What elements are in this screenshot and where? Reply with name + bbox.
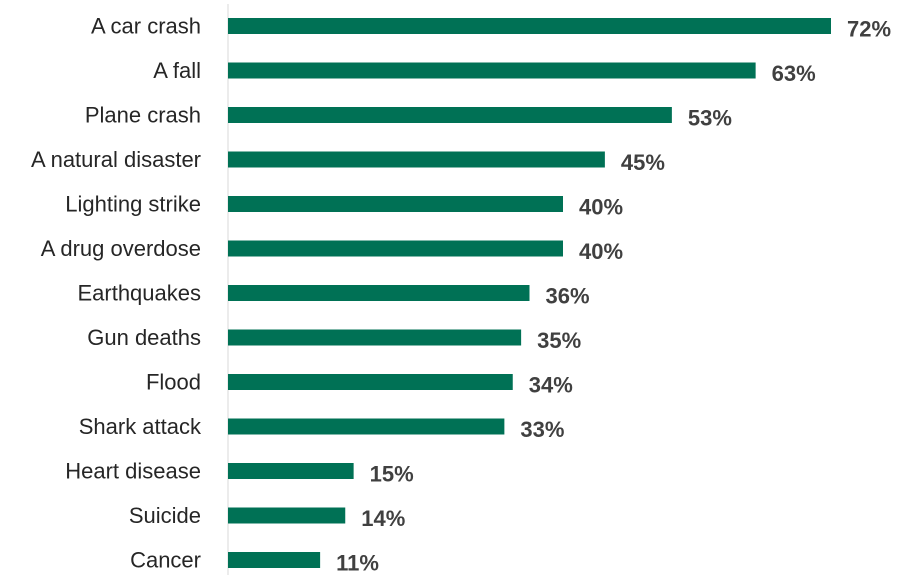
category-label: A fall [153, 58, 201, 83]
value-label: 45% [621, 150, 665, 175]
bar [228, 240, 563, 257]
category-label: A natural disaster [31, 147, 201, 172]
category-label: Shark attack [79, 414, 202, 439]
category-label: Gun deaths [87, 325, 201, 350]
value-label: 53% [688, 106, 732, 131]
category-labels-group: A car crash A fall Plane crash A natural di… [31, 14, 202, 573]
category-label: Heart disease [65, 459, 201, 484]
bar [228, 329, 522, 346]
bar [228, 62, 756, 79]
bar [228, 418, 505, 435]
category-label: Earthquakes [77, 281, 201, 306]
value-label: 72% [847, 17, 891, 42]
bar [228, 151, 605, 168]
bar [228, 18, 831, 34]
bar [228, 374, 513, 390]
value-label: 14% [361, 506, 405, 531]
category-label: Flood [146, 370, 201, 395]
bar [228, 107, 672, 123]
value-label: 40% [579, 239, 623, 264]
category-label: A drug overdose [41, 236, 201, 261]
category-label: Plane crash [85, 103, 201, 128]
category-label: Cancer [130, 548, 201, 573]
bar [228, 552, 321, 568]
value-label: 15% [370, 462, 414, 487]
bar [228, 507, 346, 524]
bar [228, 285, 530, 301]
value-label: 63% [772, 61, 816, 86]
value-label: 40% [579, 195, 623, 220]
value-label: 11% [336, 551, 379, 575]
value-labels-group: 72% 63% 53% 45% 40% 40% 36% 35% 34% 33% 15% 14% 11% [336, 17, 891, 575]
category-label: Suicide [129, 503, 201, 528]
value-label: 36% [546, 284, 590, 309]
bar [228, 463, 354, 479]
bars-group [228, 18, 831, 568]
value-label: 33% [520, 417, 564, 442]
bar [228, 196, 563, 212]
category-label: A car crash [91, 14, 201, 39]
value-label: 35% [537, 328, 581, 353]
value-label: 34% [529, 373, 573, 398]
category-label: Lighting strike [65, 192, 201, 217]
